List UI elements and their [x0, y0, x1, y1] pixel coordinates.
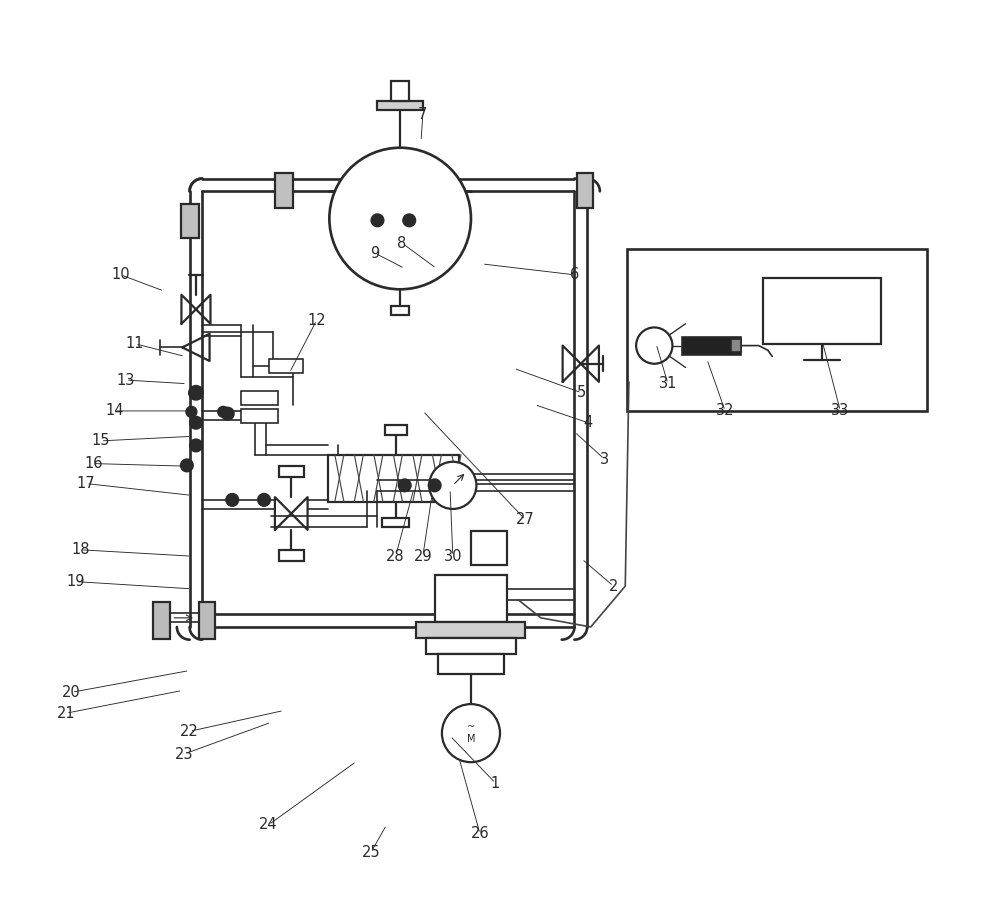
- Text: 22: 22: [180, 724, 199, 739]
- Text: 5: 5: [577, 385, 586, 400]
- Circle shape: [226, 494, 239, 506]
- Text: 3: 3: [600, 452, 609, 466]
- Circle shape: [189, 385, 203, 400]
- Text: 33: 33: [831, 404, 849, 418]
- Text: 31: 31: [659, 376, 677, 391]
- Text: 29: 29: [414, 549, 432, 564]
- Text: 15: 15: [91, 434, 110, 448]
- Bar: [199, 603, 215, 639]
- Text: 2: 2: [609, 579, 618, 594]
- Text: 25: 25: [362, 844, 380, 860]
- Text: 24: 24: [259, 817, 278, 833]
- Bar: [471, 531, 507, 565]
- Text: 30: 30: [444, 549, 462, 564]
- Text: 12: 12: [307, 313, 326, 327]
- Bar: [627, 249, 927, 411]
- Circle shape: [190, 416, 202, 429]
- Bar: [377, 101, 423, 110]
- Text: 26: 26: [471, 826, 489, 842]
- Bar: [385, 425, 407, 435]
- Bar: [416, 622, 525, 638]
- Text: 32: 32: [716, 404, 734, 418]
- Circle shape: [258, 494, 270, 506]
- Circle shape: [181, 459, 193, 472]
- Bar: [382, 518, 409, 527]
- Circle shape: [636, 327, 672, 364]
- Bar: [577, 173, 593, 207]
- Text: 18: 18: [71, 543, 90, 557]
- Text: 21: 21: [57, 705, 75, 721]
- Bar: [279, 550, 304, 561]
- Circle shape: [371, 214, 384, 226]
- Bar: [279, 466, 304, 477]
- Bar: [682, 336, 741, 355]
- Circle shape: [190, 439, 202, 452]
- Text: 6: 6: [570, 267, 579, 283]
- Text: 9: 9: [370, 245, 379, 261]
- Circle shape: [221, 407, 234, 420]
- Text: 8: 8: [397, 235, 407, 251]
- Circle shape: [442, 704, 500, 762]
- Circle shape: [403, 214, 416, 226]
- Bar: [275, 173, 293, 207]
- Bar: [731, 339, 741, 352]
- Bar: [181, 204, 199, 238]
- Bar: [269, 359, 303, 373]
- Text: 4: 4: [583, 415, 593, 430]
- Text: 14: 14: [105, 404, 124, 418]
- Text: 1: 1: [491, 775, 500, 791]
- Text: 11: 11: [126, 336, 144, 351]
- Text: 10: 10: [111, 267, 130, 283]
- Circle shape: [428, 479, 441, 492]
- Circle shape: [329, 148, 471, 289]
- Circle shape: [429, 462, 476, 509]
- Bar: [391, 305, 409, 315]
- Circle shape: [186, 406, 197, 417]
- Bar: [435, 575, 507, 623]
- Text: 28: 28: [386, 549, 405, 564]
- Text: 23: 23: [175, 746, 193, 762]
- Text: 13: 13: [117, 373, 135, 387]
- Bar: [241, 409, 278, 423]
- Bar: [153, 603, 170, 639]
- Bar: [438, 654, 504, 674]
- Text: 19: 19: [66, 574, 84, 589]
- Bar: [328, 454, 459, 502]
- Bar: [426, 638, 516, 654]
- Text: ~
M: ~ M: [467, 723, 475, 744]
- Circle shape: [218, 406, 229, 417]
- Bar: [763, 278, 881, 344]
- Circle shape: [398, 479, 411, 492]
- Text: 7: 7: [418, 106, 428, 122]
- Text: 20: 20: [62, 684, 81, 700]
- Text: 16: 16: [84, 456, 103, 471]
- Bar: [391, 81, 409, 101]
- Text: 17: 17: [77, 476, 95, 491]
- Text: 27: 27: [516, 513, 535, 527]
- Bar: [241, 391, 278, 405]
